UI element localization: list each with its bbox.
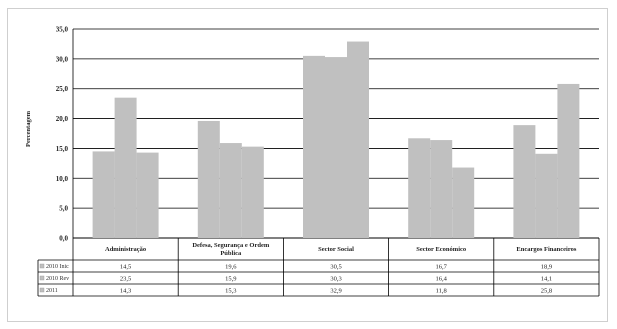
legend-key [39, 263, 45, 269]
x-category-label: Defesa, Segurança e Ordem [192, 242, 269, 249]
table-cell-value: 32,9 [330, 287, 341, 294]
table-cell-value: 19,6 [225, 263, 237, 270]
bar [430, 140, 453, 238]
bar [452, 167, 475, 238]
bar-chart: 0,0 5,0 10,0 15,0 20,0 25,0 30,0 35,0 Administr… [25, 26, 600, 297]
y-axis-label: Percentagem [25, 110, 32, 147]
chart-frame: 0,0 5,0 10,0 15,0 20,0 25,0 30,0 35,0 Administr… [7, 8, 608, 322]
y-tick-label: 20,0 [56, 115, 69, 123]
bar [136, 152, 159, 238]
table-cell-value: 16,7 [436, 263, 448, 270]
y-tick-label: 5,0 [59, 205, 68, 213]
y-tick-label: 25,0 [56, 85, 69, 93]
legend-key [39, 275, 45, 281]
bar [408, 138, 431, 238]
bar [347, 41, 369, 238]
bar [114, 97, 137, 239]
table-cell-value: 30,3 [330, 275, 341, 282]
x-category-label: Sector Social [318, 246, 354, 253]
bar [557, 83, 580, 239]
x-category-label: Sector Económico [416, 246, 466, 253]
bar [241, 146, 264, 238]
y-tick-label: 35,0 [56, 26, 69, 34]
legend-label: 2011 [46, 288, 58, 294]
table-cell-value: 30,5 [330, 263, 341, 270]
table-cell-value: 14,1 [541, 275, 552, 282]
table-cell-value: 23,5 [120, 275, 131, 282]
x-category-label: Pública [220, 250, 242, 257]
table-cell-value: 25,8 [541, 287, 552, 294]
table-cell-value: 14,5 [120, 263, 131, 270]
table-cell-value: 14,3 [120, 287, 131, 294]
bar [325, 57, 347, 238]
bar [92, 151, 115, 238]
bar [303, 55, 325, 238]
bar [219, 143, 242, 238]
data-table: Administração Defesa, Segurança e OrdemPú… [37, 238, 600, 297]
table-cell-value: 18,9 [541, 263, 552, 270]
y-tick-label: 0,0 [59, 235, 68, 243]
bar [535, 153, 558, 238]
x-category-label: Administração [105, 246, 146, 253]
table-cell-value: 16,4 [436, 275, 448, 282]
table-cell-value: 11,8 [436, 287, 447, 294]
table-cell-value: 15,9 [225, 275, 236, 282]
y-tick-label: 10,0 [56, 175, 69, 183]
y-tick-label: 15,0 [56, 145, 69, 153]
legend-label: 2010 Inic [46, 264, 69, 270]
y-tick-label: 30,0 [56, 55, 69, 63]
bar [197, 120, 220, 238]
bars [92, 41, 580, 239]
x-category-label: Encargos Financeiros [516, 246, 576, 253]
legend-key [39, 287, 45, 293]
legend-label: 2010 Rev [46, 276, 69, 282]
bar [513, 125, 536, 238]
table-cell-value: 15,3 [225, 287, 236, 294]
axes: 0,0 5,0 10,0 15,0 20,0 25,0 30,0 35,0 [56, 26, 74, 243]
